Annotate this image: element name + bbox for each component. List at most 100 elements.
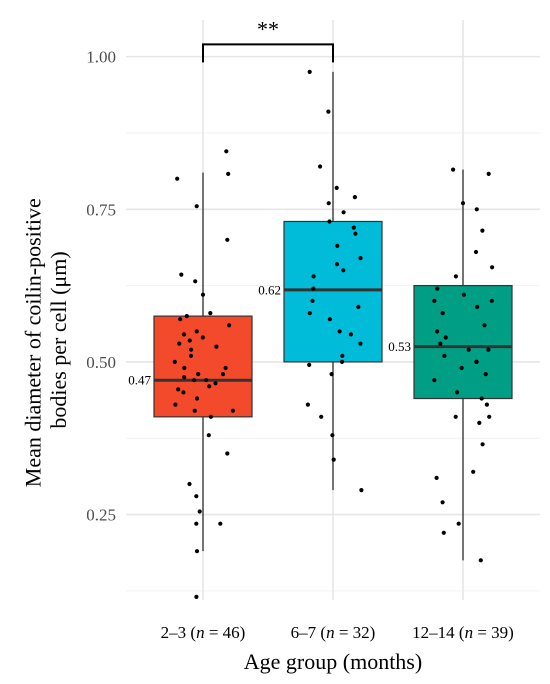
data-point [181,390,186,395]
data-point [181,332,187,337]
category-text: 2–3 ( [161,623,197,642]
n-label: n [465,623,474,642]
median-label: 0.53 [388,339,411,354]
data-point [351,225,356,230]
data-point [200,335,205,340]
data-point [483,372,488,377]
data-point [230,408,235,413]
data-point [307,362,312,367]
data-point [348,332,353,337]
data-point [184,314,189,319]
y-tick-label: 0.75 [86,200,116,219]
data-point [434,475,439,480]
category-text: = 32) [335,623,376,642]
box-iqr [413,284,513,400]
data-point [326,109,331,114]
data-point [341,268,346,273]
data-point [484,402,489,407]
data-point [358,341,363,346]
data-point [480,442,485,447]
category-text: = 39) [473,623,514,642]
data-point [359,488,364,493]
data-point [179,272,184,277]
data-point [310,298,315,303]
data-point [200,292,206,297]
data-point [331,457,336,462]
data-point [227,323,232,328]
data-point [220,372,226,377]
data-point [486,171,491,176]
data-point [475,304,480,309]
median-label: 0.47 [128,373,151,388]
data-point [326,201,331,206]
data-point [223,365,228,371]
box-group-1: 0.47 [128,149,253,600]
data-point [224,149,229,154]
data-point [479,396,484,401]
data-point [192,408,197,413]
data-point [318,164,323,169]
x-axis-title: Age group (months) [244,649,422,674]
data-point [460,201,466,206]
data-point [353,231,358,236]
data-point [435,286,440,291]
data-point [177,341,182,346]
data-point [341,210,346,215]
data-point [194,396,200,401]
n-label: n [326,623,335,642]
data-point [176,387,181,392]
box-group-2: 0.62 [258,69,383,493]
data-point [455,390,460,395]
data-point [478,558,483,563]
data-point [208,311,213,316]
data-point [187,338,192,343]
significance-bracket [202,43,334,63]
data-point [441,530,446,535]
category-text: 6–7 ( [291,623,327,642]
data-point [208,414,213,419]
data-point [327,219,332,224]
data-point [486,347,491,352]
data-point [182,365,187,371]
data-point [319,414,324,419]
data-point [329,372,334,377]
category-text: 12–14 ( [412,623,465,642]
x-category-label: 6–7 (n = 32) [291,623,376,642]
data-point [337,329,342,334]
data-point [352,195,357,200]
data-point [487,414,492,419]
data-point [194,329,199,334]
data-point [482,323,487,328]
data-point [189,347,194,352]
data-point [438,341,443,346]
data-point [207,384,212,389]
data-point [461,292,466,297]
data-point [327,317,332,322]
data-point [196,372,201,377]
data-point [305,402,310,407]
data-point [194,204,199,209]
data-point [204,378,209,383]
data-point [311,274,316,279]
data-point [453,274,458,279]
data-point [173,402,178,407]
data-point [474,207,479,212]
data-point [477,420,482,425]
data-point [443,335,448,340]
data-point [356,304,361,309]
data-point [178,317,183,322]
data-point [192,378,197,383]
data-point [225,237,230,242]
n-label: n [196,623,205,642]
data-point [489,298,494,303]
data-point [194,521,199,526]
data-point [194,549,200,554]
y-axis-title: Mean diameter of coilin-positive bodies … [21,193,71,487]
x-category-label: 12–14 (n = 39) [412,623,514,642]
data-point [466,347,471,352]
category-text: = 46) [205,623,246,642]
data-point [311,286,316,291]
data-point [432,378,437,383]
significance-label: ** [257,16,279,41]
